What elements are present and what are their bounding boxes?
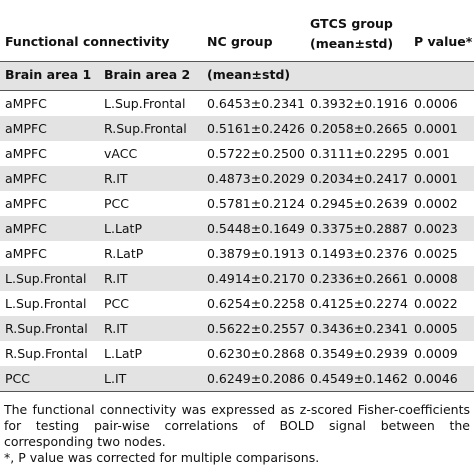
table-cell: aMPFC bbox=[5, 171, 47, 186]
table-cell: 0.6453±0.2341 bbox=[207, 96, 305, 111]
table-cell: aMPFC bbox=[5, 96, 47, 111]
table-cell: PCC bbox=[5, 371, 30, 386]
table-cell: PCC bbox=[104, 196, 129, 211]
table-cell: 0.0005 bbox=[414, 321, 458, 336]
table-cell: 0.6230±0.2868 bbox=[207, 346, 305, 361]
table-cell: 0.2034±0.2417 bbox=[310, 171, 408, 186]
table-cell: 0.2336±0.2661 bbox=[310, 271, 408, 286]
table-cell: 0.0001 bbox=[414, 121, 458, 136]
footnotes: The functional connectivity was expresse… bbox=[4, 402, 470, 466]
row-band bbox=[0, 316, 474, 341]
table-cell: 0.3549±0.2939 bbox=[310, 346, 408, 361]
table-cell: 0.2945±0.2639 bbox=[310, 196, 408, 211]
subheader-cell: (mean±std) bbox=[207, 67, 291, 82]
table-cell: 0.5622±0.2557 bbox=[207, 321, 305, 336]
table-cell: aMPFC bbox=[5, 196, 47, 211]
table-cell: 0.0002 bbox=[414, 196, 458, 211]
table-cell: 0.0006 bbox=[414, 96, 458, 111]
table-cell: 0.0025 bbox=[414, 246, 458, 261]
table-cell: 0.0022 bbox=[414, 296, 458, 311]
table-cell: 0.4125±0.2274 bbox=[310, 296, 408, 311]
subheader-band bbox=[0, 62, 474, 90]
table-cell: R.Sup.Frontal bbox=[104, 121, 187, 136]
table-cell: 0.4549±0.1462 bbox=[310, 371, 408, 386]
table-cell: L.IT bbox=[104, 371, 127, 386]
table-cell: 0.5161±0.2426 bbox=[207, 121, 305, 136]
table-cell: 0.1493±0.2376 bbox=[310, 246, 408, 261]
table-cell: R.Sup.Frontal bbox=[5, 346, 88, 361]
table-cell: 0.6249±0.2086 bbox=[207, 371, 305, 386]
table-cell: R.IT bbox=[104, 321, 128, 336]
footnote: The functional connectivity was expresse… bbox=[4, 402, 470, 449]
header-cell: NC group bbox=[207, 34, 273, 49]
subheader-cell: Brain area 1 bbox=[5, 67, 92, 82]
table-cell: aMPFC bbox=[5, 121, 47, 136]
header-cell: (mean±std) bbox=[310, 36, 394, 51]
table-cell: R.LatP bbox=[104, 246, 144, 261]
table-cell: 0.4914±0.2170 bbox=[207, 271, 305, 286]
table-cell: L.LatP bbox=[104, 221, 143, 236]
table-cell: 0.5448±0.1649 bbox=[207, 221, 305, 236]
row-band bbox=[0, 216, 474, 241]
row-band bbox=[0, 266, 474, 291]
table-cell: 0.3436±0.2341 bbox=[310, 321, 408, 336]
table-cell: 0.5781±0.2124 bbox=[207, 196, 305, 211]
table-cell: 0.5722±0.2500 bbox=[207, 146, 305, 161]
table-cell: 0.0008 bbox=[414, 271, 458, 286]
table-cell: 0.0023 bbox=[414, 221, 458, 236]
table-cell: R.Sup.Frontal bbox=[5, 321, 88, 336]
subheader-cell: Brain area 2 bbox=[104, 67, 191, 82]
table-cell: 0.2058±0.2665 bbox=[310, 121, 408, 136]
rule bbox=[0, 391, 474, 392]
table-cell: 0.6254±0.2258 bbox=[207, 296, 305, 311]
row-band bbox=[0, 166, 474, 191]
row-band bbox=[0, 116, 474, 141]
table-cell: L.Sup.Frontal bbox=[5, 296, 87, 311]
table-cell: 0.3111±0.2295 bbox=[310, 146, 408, 161]
table-cell: PCC bbox=[104, 296, 129, 311]
table-cell: 0.4873±0.2029 bbox=[207, 171, 305, 186]
header-cell: Functional connectivity bbox=[5, 34, 170, 49]
table-cell: aMPFC bbox=[5, 146, 47, 161]
row-band bbox=[0, 366, 474, 391]
table-cell: R.IT bbox=[104, 171, 128, 186]
header-cell: P value* bbox=[414, 34, 473, 49]
table-cell: L.Sup.Frontal bbox=[104, 96, 186, 111]
table-cell: L.LatP bbox=[104, 346, 143, 361]
footnote: *, P value was corrected for multiple co… bbox=[4, 450, 320, 465]
table-cell: vACC bbox=[104, 146, 138, 161]
header-cell: GTCS group bbox=[310, 16, 393, 31]
table-cell: 0.3375±0.2887 bbox=[310, 221, 408, 236]
table-cell: 0.3879±0.1913 bbox=[207, 246, 305, 261]
table-cell: aMPFC bbox=[5, 221, 47, 236]
table-cell: 0.0009 bbox=[414, 346, 458, 361]
table-cell: 0.0046 bbox=[414, 371, 458, 386]
table-cell: L.Sup.Frontal bbox=[5, 271, 87, 286]
table-cell: 0.0001 bbox=[414, 171, 458, 186]
rule bbox=[0, 61, 474, 62]
rule bbox=[0, 90, 474, 91]
table-cell: aMPFC bbox=[5, 246, 47, 261]
table-cell: R.IT bbox=[104, 271, 128, 286]
table-cell: 0.3932±0.1916 bbox=[310, 96, 408, 111]
table-cell: 0.001 bbox=[414, 146, 450, 161]
